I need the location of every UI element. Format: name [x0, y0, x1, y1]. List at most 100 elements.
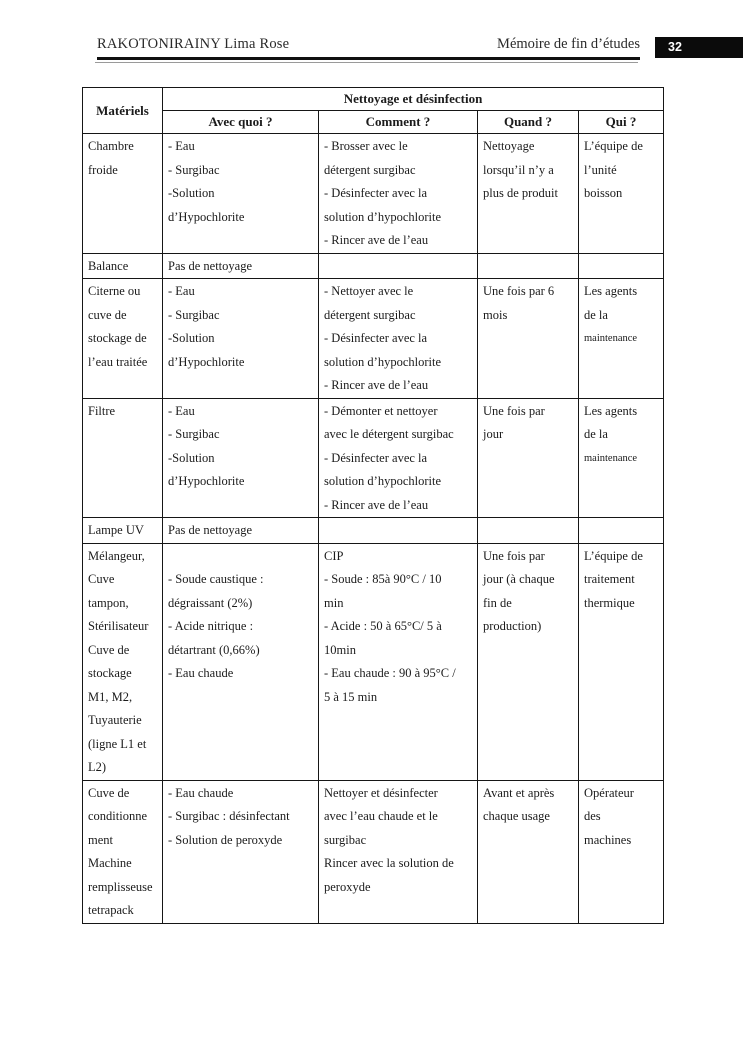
cell-line: Nettoyage [483, 139, 535, 153]
column-group-header: Nettoyage et désinfection [161, 87, 665, 111]
table-body: Chambre froide - Eau - Surgibac -Solution d’H… [82, 133, 665, 924]
cell-line: Chambre [88, 139, 134, 153]
cell-material: Cuve de conditionne ment Machine remplisseus… [82, 779, 163, 924]
cell-line: maintenance [584, 452, 638, 464]
cell-when: Nettoyage lorsqu’il n’y a plus de produit [477, 133, 579, 254]
cell-line: thermique [584, 595, 635, 610]
cell-line: d’Hypochlorite [168, 474, 245, 488]
table-row: Lampe UV Pas de nettoyage [82, 517, 665, 544]
cell-who [577, 252, 665, 279]
cell-line: 5 à 15 min [324, 689, 378, 704]
cell-with-what: - Eau - Surgibac -Solution d’Hypochlorite [162, 397, 319, 518]
column-header-when: Quand ? [477, 110, 579, 134]
cell-when: Avant et après chaque usage [477, 779, 579, 924]
cell-line: avec le détergent surgibac [324, 427, 454, 441]
cell-with-what: - Eau - Surgibac -Solution d’Hypochlorite [162, 278, 319, 399]
cell-material: Filtre [82, 397, 163, 518]
cell-line: - Nettoyer avec le [324, 284, 414, 298]
cell-with-what: - Soude caustique : dégraissant (2%) - Aci… [162, 542, 319, 781]
cell-line: boisson [584, 186, 623, 200]
cell-with-what: - Eau - Surgibac -Solution d’Hypochlorite [162, 133, 319, 254]
cell-line: - Rincer ave de l’eau [324, 497, 429, 512]
cell-line: jour [483, 427, 504, 441]
cell-line: - Soude : 85à 90°C / 10 [324, 572, 442, 586]
cell-line: Mélangeur, [88, 548, 145, 563]
cell-line: Balance [88, 258, 129, 273]
cell-line: (ligne L1 et [88, 736, 147, 751]
running-header: RAKOTONIRAINY Lima Rose Mémoire de fin d… [0, 0, 745, 70]
cell-line: - Surgibac [168, 162, 220, 177]
cell-line: - Acide nitrique : [168, 619, 254, 633]
cell-when: Une fois par jour [477, 397, 579, 518]
table-row: Cuve de conditionne ment Machine remplisseus… [82, 779, 665, 924]
cell-line: Stérilisateur [88, 619, 149, 633]
header-author: RAKOTONIRAINY Lima Rose [97, 36, 290, 52]
cell-how: - Démonter et nettoyer avec le détergent … [318, 397, 478, 518]
cell-line: Une fois par 6 [483, 284, 555, 298]
cell-line: - Eau chaude [168, 666, 234, 680]
cell-line: - Désinfecter avec la [324, 450, 428, 465]
cell-line: - Désinfecter avec la [324, 186, 428, 200]
cell-line: solution d’hypochlorite [324, 474, 441, 488]
cell-who: Les agents de la maintenance [577, 278, 665, 399]
cell-line: détartrant (0,66%) [168, 642, 260, 657]
cell-line: surgibac [324, 832, 367, 847]
cell-material: Balance [82, 252, 163, 279]
cell-line: L2) [88, 760, 107, 774]
cell-how: Nettoyer et désinfecter avec l’eau chaude… [318, 779, 478, 924]
cell-line: machines [584, 832, 632, 847]
cell-line: - Rincer ave de l’eau [324, 378, 429, 392]
header-rule-thick [97, 57, 640, 60]
cell-line: d’Hypochlorite [168, 209, 245, 224]
cell-line: Pas de nettoyage [168, 523, 253, 537]
table-row: Mélangeur, Cuve tampon, Stérilisateur Cuve d… [82, 542, 665, 781]
cell-line: lorsqu’il n’y a [483, 162, 554, 177]
cell-when [477, 252, 579, 279]
cell-line: peroxyde [324, 879, 371, 894]
cell-line: L’équipe de [584, 139, 643, 153]
cell-line: - Surgibac [168, 307, 220, 322]
cell-how: - Nettoyer avec le détergent surgibac - Dé… [318, 278, 478, 399]
cell-line: des [584, 809, 601, 823]
cell-line: M1, M2, [88, 689, 133, 704]
cell-material: Mélangeur, Cuve tampon, Stérilisateur Cuve d… [82, 542, 163, 781]
cell-line: Filtre [88, 403, 116, 418]
cell-line: Les agents [584, 403, 638, 418]
cell-line: tetrapack [88, 903, 134, 917]
column-header-who: Qui ? [577, 110, 665, 134]
cell-line: min [324, 595, 344, 610]
cell-line: l’eau traitée [88, 354, 148, 369]
cell-line: Tuyauterie [88, 713, 142, 727]
cell-line: - Surgibac [168, 427, 220, 441]
cell-line: de la [584, 427, 608, 441]
cell-line: - Eau chaude [168, 785, 234, 800]
cell-line: de la [584, 307, 608, 322]
cell-line: - Désinfecter avec la [324, 331, 428, 345]
cell-who: Les agents de la maintenance [577, 397, 665, 518]
cell-line: chaque usage [483, 809, 550, 823]
cleaning-disinfection-table: Matériels Nettoyage et désinfection Avec… [82, 87, 665, 924]
cell-line: maintenance [584, 333, 638, 344]
cell-who [577, 517, 665, 544]
page-number-badge: 32 [655, 37, 743, 58]
cell-line: Pas de nettoyage [168, 258, 253, 273]
cell-line: - Démonter et nettoyer [324, 403, 438, 418]
cell-line: dégraissant (2%) [168, 595, 253, 610]
cell-line: Cuve de [88, 785, 130, 800]
cell-material: Citerne ou cuve de stockage de l’eau traité… [82, 278, 163, 399]
cell-line: jour (à chaque [483, 572, 555, 586]
cell-line: Cuve de [88, 642, 130, 657]
cell-line: - Brosser avec le [324, 139, 408, 153]
cell-with-what: - Eau chaude - Surgibac : désinfectant - S… [162, 779, 319, 924]
cell-line: -Solution [168, 331, 215, 345]
cell-line: - Eau [168, 284, 195, 298]
cell-line: remplisseuse [88, 879, 153, 894]
cell-line: Les agents [584, 284, 638, 298]
cell-line: d’Hypochlorite [168, 354, 245, 369]
cell-line: Lampe UV [88, 523, 144, 537]
cell-line [168, 545, 314, 569]
cell-line: stockage de [88, 331, 147, 345]
cell-line: Une fois par [483, 403, 545, 418]
cell-line: traitement [584, 572, 635, 586]
